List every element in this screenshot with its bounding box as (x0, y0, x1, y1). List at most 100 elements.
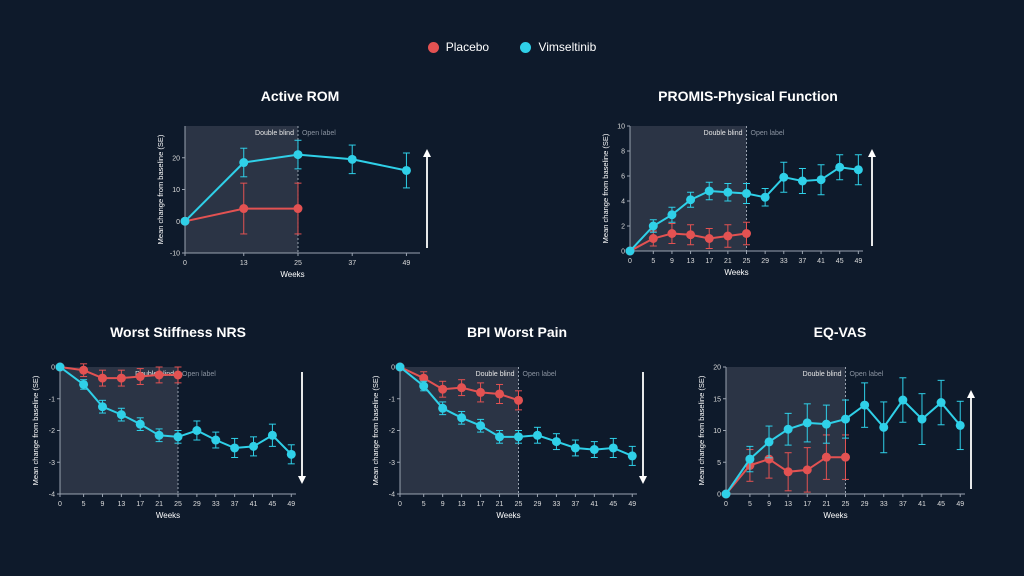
vimseltinib-data-point (192, 426, 202, 435)
placebo-data-point (514, 395, 523, 405)
placebo-data-point (802, 465, 812, 475)
vimseltinib-data-point (783, 424, 793, 434)
x-tick-label: 41 (250, 501, 258, 508)
vimseltinib-data-point (648, 221, 658, 231)
placebo-data-point (783, 467, 793, 477)
chart-promis-physical-function: PROMIS-Physical Function Double blind Ope… (598, 88, 898, 288)
x-tick-label: 13 (240, 260, 248, 267)
x-tick-label: 9 (101, 501, 105, 508)
x-tick-label: 37 (571, 501, 579, 508)
y-axis-title: Mean change from baseline (SE) (31, 375, 40, 485)
legend-vimseltinib-label: Vimseltinib (538, 40, 597, 54)
x-tick-label: 17 (477, 501, 485, 508)
chart-title: EQ-VAS (813, 324, 867, 340)
placebo-data-point (723, 231, 733, 241)
vimseltinib-data-point (476, 421, 486, 431)
x-tick-label: 13 (784, 501, 792, 508)
vimseltinib-marker-icon (520, 41, 532, 53)
x-tick-label: 21 (724, 258, 732, 265)
legend-vimseltinib[interactable]: Vimseltinib (520, 40, 596, 54)
arrow-up-icon (868, 149, 876, 157)
y-tick-label: -2 (389, 428, 395, 435)
x-tick-label: 37 (231, 501, 239, 508)
x-tick-label: 9 (441, 501, 445, 508)
x-tick-label: 0 (58, 501, 62, 508)
placebo-data-point (173, 370, 183, 380)
vimseltinib-data-point (97, 402, 107, 412)
y-tick-label: 10 (172, 187, 180, 194)
x-tick-label: 45 (937, 501, 945, 508)
vimseltinib-data-point (723, 187, 733, 197)
vimseltinib-data-point (514, 432, 523, 442)
y-tick-label: 4 (621, 199, 625, 206)
vimseltinib-data-point (853, 165, 863, 175)
placebo-data-point (116, 373, 126, 383)
x-tick-label: 21 (155, 501, 163, 508)
y-tick-label: 0 (717, 492, 721, 499)
vimseltinib-data-point (286, 449, 296, 459)
placebo-data-point (79, 365, 89, 375)
vimseltinib-data-point (745, 454, 755, 464)
chart-title: Active ROM (260, 88, 340, 104)
y-tick-label: 0 (621, 249, 625, 256)
x-tick-label: 21 (822, 501, 830, 508)
x-tick-label: 45 (609, 501, 617, 508)
chart-title: BPI Worst Pain (466, 324, 568, 340)
placebo-data-point (239, 204, 249, 214)
vimseltinib-data-point (917, 414, 927, 424)
chart-eq-vas: EQ-VAS Double blind Open label 0 5 10 15 20 0 5 9… (690, 324, 990, 528)
x-tick-label: 25 (743, 258, 751, 265)
placebo-data-point (438, 384, 448, 394)
x-tick-label: 29 (761, 258, 769, 265)
x-tick-label: 13 (458, 501, 466, 508)
x-tick-label: 49 (403, 260, 411, 267)
vimseltinib-data-point (721, 489, 731, 499)
placebo-data-point (476, 387, 486, 397)
x-tick-label: 29 (193, 501, 201, 508)
x-axis-title: Weeks (724, 268, 748, 277)
legend: Placebo Vimseltinib (0, 40, 1024, 56)
arrow-up-icon (423, 149, 431, 157)
x-tick-label: 41 (918, 501, 926, 508)
x-tick-label: 33 (212, 501, 220, 508)
vimseltinib-data-point (627, 451, 637, 461)
vimseltinib-data-point (211, 435, 221, 445)
vimseltinib-data-point (816, 175, 826, 185)
x-tick-label: 29 (534, 501, 542, 508)
vimseltinib-data-point (135, 419, 145, 429)
vimseltinib-data-point (570, 443, 580, 453)
x-tick-label: 5 (82, 501, 86, 508)
chart-bpi-worst-pain: BPI Worst Pain Double blind Open label -4 -… (367, 324, 667, 528)
double-blind-label: Double blind (704, 130, 743, 137)
placebo-data-point (841, 452, 850, 462)
vimseltinib-data-point (55, 362, 65, 372)
double-blind-label: Double blind (476, 371, 515, 378)
y-tick-label: 2 (621, 224, 625, 231)
x-tick-label: 25 (174, 501, 182, 508)
x-tick-label: 0 (183, 260, 187, 267)
x-tick-label: 0 (724, 501, 728, 508)
x-tick-label: 17 (803, 501, 811, 508)
vimseltinib-data-point (625, 246, 635, 256)
vimseltinib-data-point (495, 432, 505, 442)
x-tick-label: 25 (294, 260, 302, 267)
vimseltinib-data-point (779, 172, 789, 182)
vimseltinib-data-point (401, 165, 411, 175)
y-axis-title: Mean change from baseline (SE) (601, 133, 610, 243)
chart-plot: Double blind Open label 0 5 10 15 20 0 5 9 13 17 21 2… (697, 365, 975, 520)
x-tick-label: 37 (899, 501, 907, 508)
chart-active-rom: Active ROM Double blind Open label -10 0 10 2… (150, 88, 450, 288)
vimseltinib-data-point (608, 443, 618, 453)
open-label-label: Open label (182, 371, 216, 378)
x-axis-title: Weeks (496, 511, 520, 520)
vimseltinib-data-point (293, 150, 303, 160)
vimseltinib-data-point (841, 414, 850, 424)
y-tick-label: 5 (717, 460, 721, 467)
legend-placebo[interactable]: Placebo (427, 40, 489, 54)
placebo-data-point (457, 383, 467, 393)
y-tick-label: 6 (621, 174, 625, 181)
x-tick-label: 37 (799, 258, 807, 265)
y-tick-label: 10 (617, 124, 625, 131)
vimseltinib-data-point (742, 189, 751, 198)
